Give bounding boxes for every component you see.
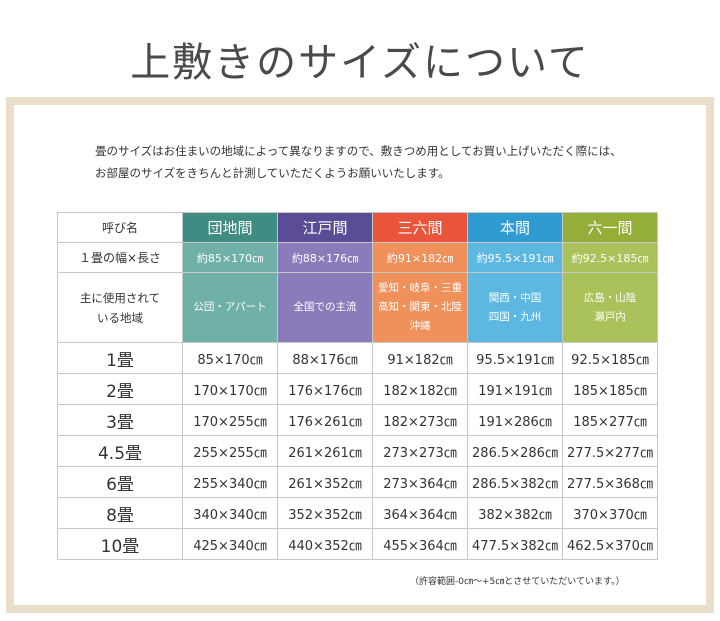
cell-line: 公団・アパート — [193, 301, 267, 313]
table-cell: 176×176㎝ — [277, 373, 373, 405]
header-cell: 三六間 — [372, 212, 468, 243]
table-cell: 191×191㎝ — [467, 373, 563, 405]
table-cell: 85×170㎝ — [182, 342, 278, 374]
table-cell: 91×182㎝ — [372, 342, 468, 374]
table-cell: 約92.5×185㎝ — [562, 242, 658, 273]
table-cell: 261×352㎝ — [277, 466, 373, 498]
table-cell: 273×273㎝ — [372, 435, 468, 467]
table-cell: 185×277㎝ — [562, 404, 658, 436]
table-cell: 170×170㎝ — [182, 373, 278, 405]
table-cell: 440×352㎝ — [277, 528, 373, 560]
cell-line: 瀬戸内 — [594, 310, 626, 323]
header-cell: 団地間 — [182, 212, 278, 243]
row-label: 8畳 — [57, 497, 183, 529]
cell-line: 広島・山陰 — [583, 291, 637, 304]
row-label: 4.5畳 — [57, 435, 183, 467]
table-cell: 277.5×277㎝ — [562, 435, 658, 467]
table-cell: 352×352㎝ — [277, 497, 373, 529]
row-label: 主に使用されて いる地域 — [57, 272, 183, 343]
table-row: 8畳 340×340㎝ 352×352㎝ 364×364㎝ 382×382㎝ 370×37… — [57, 497, 658, 529]
header-cell: 六一間 — [562, 212, 658, 243]
table-row: 主に使用されて いる地域 公団・アパート 全国での主流 愛知・岐阜・三重 高知・関東・北陸… — [57, 272, 658, 343]
row-label: 6畳 — [57, 466, 183, 498]
note: （許容範囲-0㎝～+5㎝とさせていただいています。） — [410, 577, 625, 587]
row-label: 2畳 — [57, 373, 183, 405]
table-cell: 455×364㎝ — [372, 528, 468, 560]
table-cell: 92.5×185㎝ — [562, 342, 658, 374]
intro-line: 畳のサイズはお住まいの地域によって異なりますので、敷きつめ用としてお買い上げいた… — [95, 144, 622, 158]
table-cell: 340×340㎝ — [182, 497, 278, 529]
table-cell: 425×340㎝ — [182, 528, 278, 560]
cell-line: 愛知・岐阜・三重 — [378, 282, 462, 294]
table-cell: 約91×182㎝ — [372, 242, 468, 273]
table-cell: 愛知・岐阜・三重 高知・関東・北陸 沖縄 — [372, 272, 468, 343]
table-cell: 477.5×382㎝ — [467, 528, 563, 560]
table-cell: 全国での主流 — [277, 272, 373, 343]
table-cell: 277.5×368㎝ — [562, 466, 658, 498]
row-label: 呼び名 — [57, 212, 183, 243]
header-cell: 江戸間 — [277, 212, 373, 243]
cell-line: 関西・中国 — [488, 291, 542, 304]
cell-line: いる地域 — [97, 310, 143, 325]
table-row: 10畳 425×340㎝ 440×352㎝ 455×364㎝ 477.5×382㎝ 462… — [57, 528, 658, 560]
table-cell: 382×382㎝ — [467, 497, 563, 529]
cell-line: 高知・関東・北陸 — [378, 301, 462, 313]
intro-line: お部屋のサイズをきちんと計測していただくようお願いいたします。 — [95, 166, 450, 180]
table-cell: 182×273㎝ — [372, 404, 468, 436]
table-cell: 170×255㎝ — [182, 404, 278, 436]
intro: 畳のサイズはお住まいの地域によって異なりますので、敷きつめ用としてお買い上げいた… — [95, 140, 622, 184]
cell-line: 全国での主流 — [293, 301, 357, 313]
table-row: 2畳 170×170㎝ 176×176㎝ 182×182㎝ 191×191㎝ 185×18… — [57, 373, 658, 405]
table-cell: 286.5×382㎝ — [467, 466, 563, 498]
table-cell: 370×370㎝ — [562, 497, 658, 529]
row-label: １畳の幅×長さ — [57, 242, 183, 273]
table-cell: 95.5×191㎝ — [467, 342, 563, 374]
table-cell: 約88×176㎝ — [277, 242, 373, 273]
table-cell: 364×364㎝ — [372, 497, 468, 529]
table-cell: 286.5×286㎝ — [467, 435, 563, 467]
cell-line: 四国・九州 — [488, 310, 542, 323]
table-cell: 185×185㎝ — [562, 373, 658, 405]
table-cell: 広島・山陰 瀬戸内 — [562, 272, 658, 343]
row-label: 1畳 — [57, 342, 183, 374]
size-table: 呼び名 団地間 江戸間 三六間 本間 六一間 １畳の幅×長さ 約85×170㎝ 約88×176㎝… — [57, 212, 658, 560]
header-row: 呼び名 団地間 江戸間 三六間 本間 六一間 — [57, 212, 658, 243]
header-cell: 本間 — [467, 212, 563, 243]
table-cell: 88×176㎝ — [277, 342, 373, 374]
table-cell: 462.5×370㎝ — [562, 528, 658, 560]
table-row: １畳の幅×長さ 約85×170㎝ 約88×176㎝ 約91×182㎝ 約95.5×191… — [57, 242, 658, 273]
table-cell: 公団・アパート — [182, 272, 278, 343]
table-cell: 255×255㎝ — [182, 435, 278, 467]
cell-line: 主に使用されて — [79, 290, 161, 305]
table-cell: 約95.5×191㎝ — [467, 242, 563, 273]
table-cell: 191×286㎝ — [467, 404, 563, 436]
row-label: 3畳 — [57, 404, 183, 436]
table-row: 4.5畳 255×255㎝ 261×261㎝ 273×273㎝ 286.5×286㎝ 27… — [57, 435, 658, 467]
table-cell: 関西・中国四国・九州 — [467, 272, 563, 343]
table-row: 1畳 85×170㎝ 88×176㎝ 91×182㎝ 95.5×191㎝ 92.5×185… — [57, 342, 658, 374]
table-cell: 273×364㎝ — [372, 466, 468, 498]
cell-line: 沖縄 — [409, 320, 431, 332]
table-cell: 182×182㎝ — [372, 373, 468, 405]
table-cell: 176×261㎝ — [277, 404, 373, 436]
table-cell: 約85×170㎝ — [182, 242, 278, 273]
table-row: 3畳 170×255㎝ 176×261㎝ 182×273㎝ 191×286㎝ 185×27… — [57, 404, 658, 436]
table-cell: 255×340㎝ — [182, 466, 278, 498]
table-row: 6畳 255×340㎝ 261×352㎝ 273×364㎝ 286.5×382㎝ 277.… — [57, 466, 658, 498]
table-cell: 261×261㎝ — [277, 435, 373, 467]
page-title: 上敷きのサイズについて — [130, 40, 590, 86]
row-label: 10畳 — [57, 528, 183, 560]
